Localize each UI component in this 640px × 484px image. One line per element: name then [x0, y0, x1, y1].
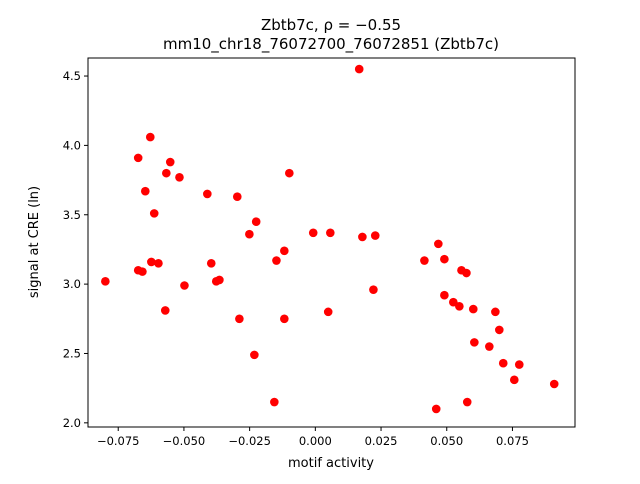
data-point: [251, 217, 261, 226]
data-point: [440, 290, 449, 300]
data-point: [232, 192, 242, 202]
chart-title-line2: mm10_chr18_76072700_76072851 (Zbtb7c): [163, 35, 499, 54]
x-tick-label: 0.025: [365, 434, 398, 448]
data-point: [133, 153, 143, 163]
chart-title-line1: Zbtb7c, ρ = −0.55: [261, 16, 401, 34]
data-point: [215, 275, 224, 285]
data-point: [420, 256, 429, 265]
data-point: [514, 360, 524, 369]
data-point: [162, 168, 171, 178]
data-point: [270, 397, 279, 407]
data-point: [206, 259, 216, 268]
data-point: [280, 314, 289, 324]
data-point: [354, 64, 364, 74]
data-point: [495, 325, 504, 335]
x-axis-label: motif activity: [288, 456, 374, 471]
data-point: [165, 157, 175, 167]
data-point: [203, 189, 212, 199]
data-point: [326, 228, 335, 238]
data-point: [145, 132, 155, 142]
data-point: [485, 342, 494, 351]
data-point: [175, 173, 184, 182]
y-tick-label: 3.5: [63, 208, 81, 222]
data-point: [101, 277, 110, 286]
data-point: [369, 285, 378, 294]
data-point: [434, 239, 443, 249]
data-point: [549, 379, 559, 389]
data-point: [308, 228, 318, 238]
data-point: [250, 350, 259, 360]
data-point: [272, 256, 281, 265]
data-point: [245, 229, 254, 239]
data-point: [491, 307, 500, 317]
data-point: [285, 168, 294, 178]
data-point: [431, 404, 441, 414]
data-point: [440, 254, 449, 264]
x-tick-label: −0.025: [228, 434, 271, 448]
data-point: [180, 281, 189, 290]
data-point: [154, 259, 163, 268]
x-tick-label: 0.000: [299, 434, 332, 448]
data-point: [509, 375, 519, 385]
data-point: [470, 338, 479, 347]
y-tick-label: 3.0: [63, 277, 81, 291]
data-point: [358, 232, 367, 242]
y-axis-ticks: 2.0 2.5 3.0 3.5 4.0 4.5: [63, 69, 88, 430]
data-point: [498, 358, 508, 368]
data-point: [138, 267, 147, 276]
y-tick-label: 2.5: [63, 346, 81, 360]
x-tick-label: −0.075: [97, 434, 140, 448]
data-point: [370, 231, 380, 240]
points-group: [101, 64, 559, 414]
x-tick-label: 0.075: [496, 434, 529, 448]
x-axis-ticks: −0.075 −0.050 −0.025 0.000 0.025 0.050 0.075: [97, 427, 529, 448]
data-point: [140, 186, 150, 196]
data-point: [462, 268, 471, 278]
data-point: [149, 209, 159, 218]
y-axis-label: signal at CRE (ln): [27, 186, 42, 298]
data-point: [449, 297, 458, 307]
x-tick-label: −0.050: [163, 434, 206, 448]
y-tick-label: 4.5: [63, 69, 81, 83]
x-tick-label: 0.050: [430, 434, 463, 448]
data-point: [323, 307, 333, 317]
data-point: [462, 397, 472, 407]
axes-frame: [87, 57, 576, 428]
data-point: [468, 304, 478, 314]
data-point: [160, 306, 170, 315]
data-point: [235, 314, 244, 324]
y-tick-label: 4.0: [63, 138, 81, 152]
data-point: [147, 257, 156, 267]
data-point: [455, 302, 464, 311]
data-point: [280, 246, 289, 256]
y-tick-label: 2.0: [63, 416, 81, 430]
